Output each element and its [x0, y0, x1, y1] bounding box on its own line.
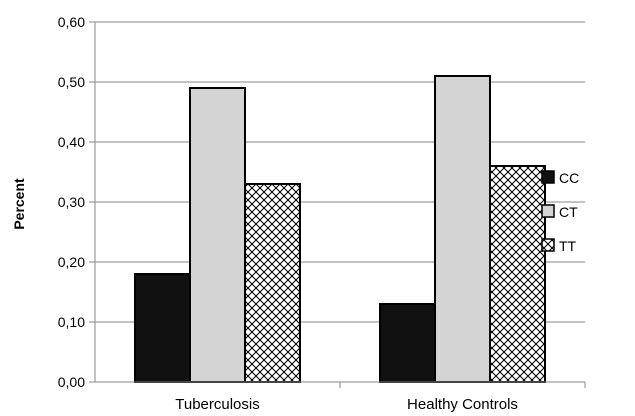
bar-cc [134, 273, 191, 383]
legend-label-tt: TT [559, 238, 577, 254]
bar-ct [434, 75, 491, 383]
x-tick-label: Healthy Controls [407, 396, 518, 413]
y-tick-label: 0,00 [58, 374, 85, 390]
x-tick-label: Tuberculosis [175, 396, 259, 413]
bar-tt [489, 165, 546, 383]
legend-swatch-ct [541, 204, 555, 218]
legend-label-ct: CT [559, 204, 578, 220]
y-tick-label: 0,10 [58, 314, 85, 330]
y-tick-label: 0,40 [58, 134, 85, 150]
bar-ct [189, 87, 246, 383]
legend-swatch-cc [541, 170, 555, 184]
y-tick-label: 0,20 [58, 254, 85, 270]
axes: 0,00 0,10 0,20 0,30 0,40 0,50 0,60 Tuberculosis… [58, 14, 586, 413]
legend-swatch-tt [541, 238, 555, 252]
legend-label-cc: CC [559, 170, 579, 186]
y-tick-label: 0,60 [58, 14, 85, 30]
y-tick-label: 0,30 [58, 194, 85, 210]
bar-cc [379, 303, 436, 383]
y-axis-title: Percent [11, 178, 27, 230]
y-tick-label: 0,50 [58, 74, 85, 90]
bar-tt [244, 183, 301, 383]
legend: CC CT TT [541, 170, 579, 254]
bars [134, 75, 546, 383]
